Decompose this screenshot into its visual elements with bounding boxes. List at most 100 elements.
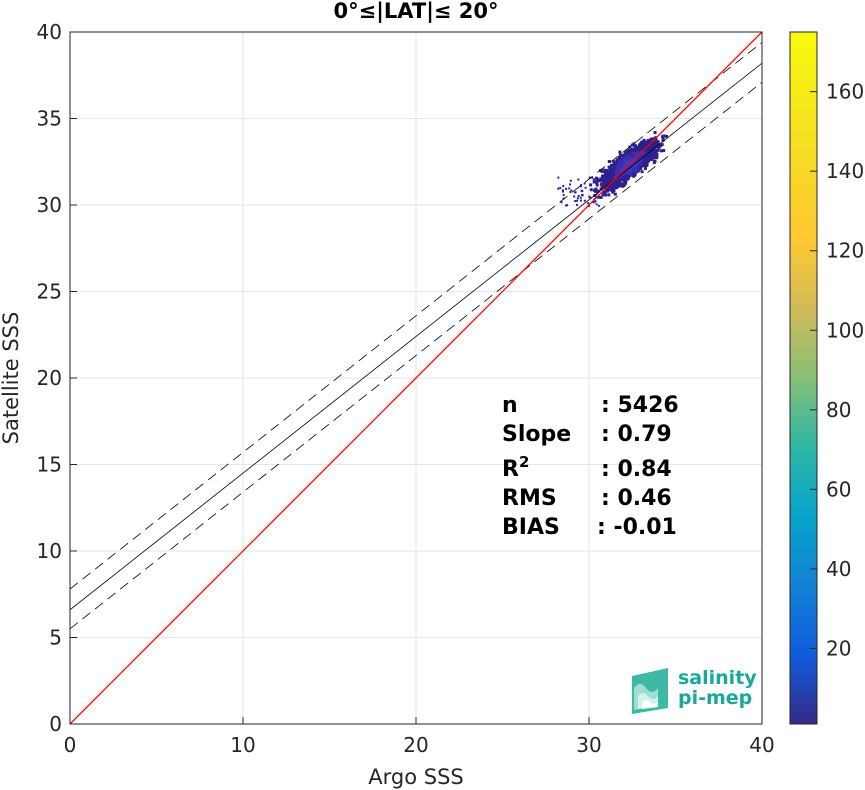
cluster-cell [633,154,637,158]
cluster-cell [618,161,622,165]
cluster-cell-outlier [580,185,583,188]
cluster-cell [643,164,647,168]
cluster-cell-outlier [597,204,600,207]
cluster-cell [637,168,641,172]
colorbar-tick-label: 20 [826,636,851,660]
identity-line [70,32,762,724]
colorbar-tick-label: 60 [826,477,851,501]
stat-row: BIAS: -0.01 [502,515,677,540]
cluster-cell-outlier [569,191,572,194]
cluster-cell [615,159,619,163]
cluster-cell [651,142,655,146]
cluster-cell [650,151,654,155]
cluster-cell [623,165,627,169]
y-tick-label: 15 [37,453,62,477]
cluster-cell [602,170,606,174]
cluster-cell [649,145,653,149]
y-tick-label: 30 [37,193,62,217]
cluster-cell [628,167,632,171]
cluster-cell [628,151,632,155]
cluster-cell [627,171,631,175]
cluster-cell-outlier [577,178,580,181]
cluster-cell [651,153,655,157]
cluster-cell [623,153,627,157]
cluster-cell-outlier [576,197,579,200]
cluster-cell [618,165,622,169]
cluster-cell [630,143,634,147]
cluster-cell [634,147,638,151]
cluster-cell-outlier [577,195,580,198]
cluster-cell [621,175,625,179]
cluster-cell [610,181,614,185]
cluster-cell [593,188,597,192]
cluster-cell [608,171,612,175]
cluster-cell [618,184,622,188]
cluster-cell [627,174,631,178]
cluster-cell [625,160,629,164]
cluster-cell [611,164,615,168]
cluster-cell [614,169,618,173]
colorbar-tick-label: 120 [826,239,864,263]
cluster-cell [616,172,620,176]
cluster-cell [650,157,654,161]
cluster-cell [640,159,644,163]
cluster-cell [612,160,616,164]
stat-superscript: 2 [519,453,529,471]
cluster-cell-outlier [561,190,564,193]
logo-line2: pi-mep [678,687,752,709]
cluster-cell [615,179,619,183]
cluster-cell [622,177,626,181]
colorbar [789,31,818,725]
cluster-cell [639,147,643,151]
cluster-cell [656,148,660,152]
cluster-cell [609,174,613,178]
cluster-cell-outlier [559,187,562,190]
cluster-cell-outlier [573,195,576,198]
cluster-cell [622,183,626,187]
cluster-cell [622,171,626,175]
cluster-cell [644,148,648,152]
cluster-cell-outlier [568,187,571,190]
cluster-cell [630,154,634,158]
cluster-cell [599,178,603,182]
upper-band-line [70,42,762,590]
cluster-cell [610,179,614,183]
stat-label: n [502,393,518,418]
cluster-cell [638,165,642,169]
stat-row: Slope: 0.79 [502,422,672,447]
cluster-cell [623,179,627,183]
cluster-cell-outlier [583,199,586,202]
cluster-cell [597,195,601,199]
cluster-cell [616,181,620,185]
cluster-cell [653,144,657,148]
cluster-cell [612,184,616,188]
stat-value: : -0.01 [597,515,677,540]
cluster-cell [630,171,634,175]
cluster-cell [618,181,622,185]
cluster-cell [646,139,650,143]
cluster-cell [625,158,629,162]
cluster-cell [630,163,634,167]
cluster-cell [640,145,644,149]
cluster-cell [638,161,642,165]
x-tick-label: 0 [64,733,77,757]
cluster-cell [643,162,647,166]
cluster-cell [608,187,612,191]
cluster-cell [599,187,603,191]
cluster-cell-outlier [570,189,573,192]
cluster-cell [632,142,636,146]
stat-label: Slope [502,422,571,447]
cluster-cell [638,155,642,159]
cluster-cell [608,167,612,171]
cluster-cell [643,141,647,145]
stat-value: : 0.46 [601,486,672,511]
cluster-cell [643,152,647,156]
cluster-cell-outlier [557,176,560,179]
cluster-cell [643,167,647,171]
cluster-cell [648,155,652,159]
data-cluster [557,131,669,207]
cluster-cell [599,195,603,199]
cluster-cell [603,177,607,181]
cluster-cell [653,153,657,157]
cluster-cell-outlier [562,197,565,200]
